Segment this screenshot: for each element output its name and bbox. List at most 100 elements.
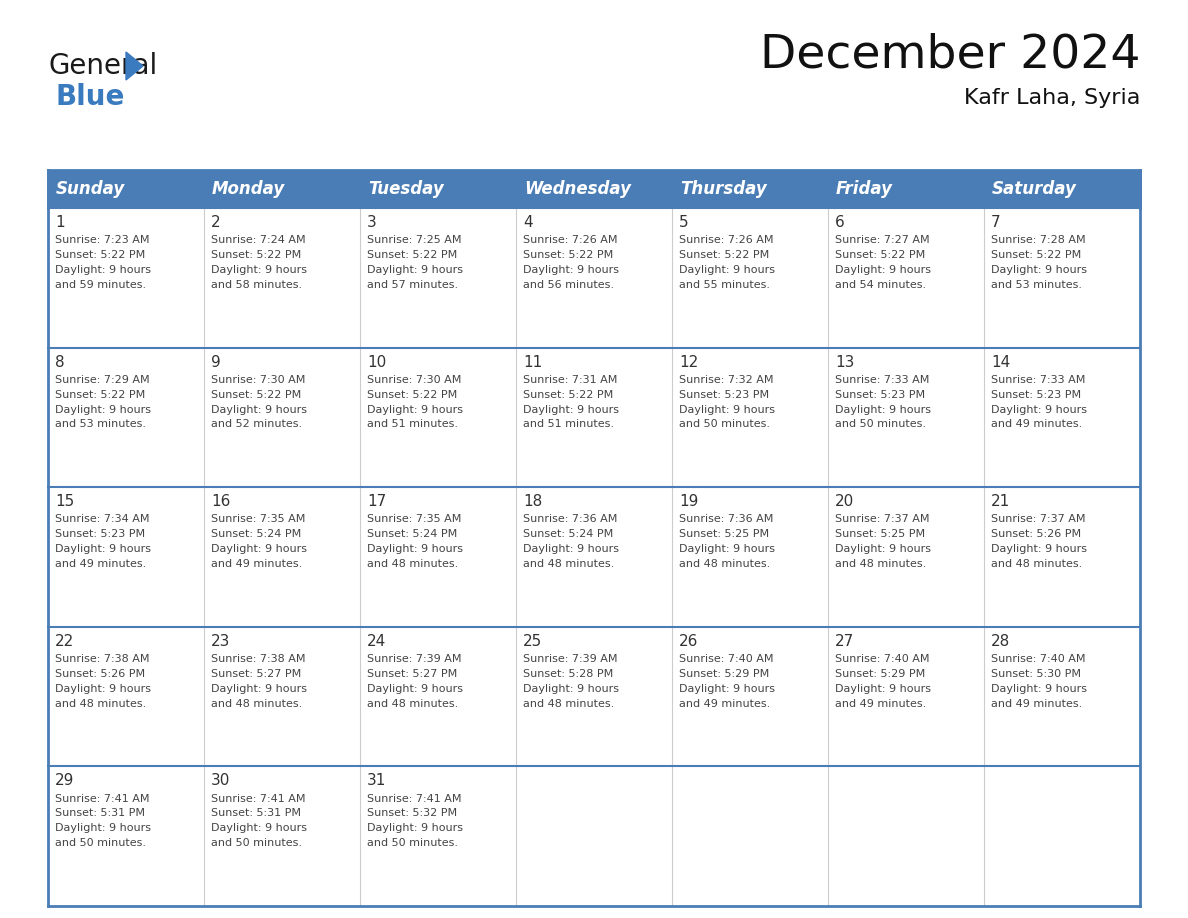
Text: Sunrise: 7:41 AM: Sunrise: 7:41 AM <box>55 794 150 803</box>
Text: Daylight: 9 hours: Daylight: 9 hours <box>211 684 307 694</box>
Text: and 58 minutes.: and 58 minutes. <box>211 280 302 290</box>
Text: Daylight: 9 hours: Daylight: 9 hours <box>680 405 775 415</box>
Text: and 49 minutes.: and 49 minutes. <box>991 420 1082 430</box>
Text: 5: 5 <box>680 215 689 230</box>
Text: Daylight: 9 hours: Daylight: 9 hours <box>55 544 151 554</box>
Text: Sunrise: 7:40 AM: Sunrise: 7:40 AM <box>680 654 773 664</box>
Text: Daylight: 9 hours: Daylight: 9 hours <box>55 823 151 834</box>
Text: 8: 8 <box>55 354 64 370</box>
Text: Sunset: 5:22 PM: Sunset: 5:22 PM <box>55 390 145 399</box>
Text: Sunset: 5:23 PM: Sunset: 5:23 PM <box>991 390 1081 399</box>
Text: Daylight: 9 hours: Daylight: 9 hours <box>680 544 775 554</box>
Text: 29: 29 <box>55 773 75 789</box>
Text: 17: 17 <box>367 494 386 509</box>
Text: Sunrise: 7:29 AM: Sunrise: 7:29 AM <box>55 375 150 385</box>
Text: Daylight: 9 hours: Daylight: 9 hours <box>835 684 931 694</box>
Text: 20: 20 <box>835 494 854 509</box>
Text: Daylight: 9 hours: Daylight: 9 hours <box>991 544 1087 554</box>
Text: Sunrise: 7:34 AM: Sunrise: 7:34 AM <box>55 514 150 524</box>
Text: and 51 minutes.: and 51 minutes. <box>367 420 459 430</box>
Text: and 53 minutes.: and 53 minutes. <box>991 280 1082 290</box>
Text: Saturday: Saturday <box>992 180 1076 198</box>
Text: Daylight: 9 hours: Daylight: 9 hours <box>991 405 1087 415</box>
Text: Sunset: 5:22 PM: Sunset: 5:22 PM <box>680 250 770 260</box>
Text: and 48 minutes.: and 48 minutes. <box>835 559 927 569</box>
Text: Sunset: 5:32 PM: Sunset: 5:32 PM <box>367 809 457 819</box>
Text: Daylight: 9 hours: Daylight: 9 hours <box>367 823 463 834</box>
Text: 1: 1 <box>55 215 64 230</box>
Text: and 48 minutes.: and 48 minutes. <box>55 699 146 709</box>
Text: Tuesday: Tuesday <box>368 180 444 198</box>
Text: Sunset: 5:27 PM: Sunset: 5:27 PM <box>367 669 457 679</box>
Text: Monday: Monday <box>211 180 285 198</box>
Text: Daylight: 9 hours: Daylight: 9 hours <box>523 684 619 694</box>
Text: 25: 25 <box>523 633 542 649</box>
Polygon shape <box>126 52 143 80</box>
Text: 12: 12 <box>680 354 699 370</box>
Text: and 50 minutes.: and 50 minutes. <box>55 838 146 848</box>
Text: 7: 7 <box>991 215 1000 230</box>
Text: Sunrise: 7:24 AM: Sunrise: 7:24 AM <box>211 235 305 245</box>
Text: Sunset: 5:23 PM: Sunset: 5:23 PM <box>835 390 925 399</box>
Text: and 49 minutes.: and 49 minutes. <box>835 699 927 709</box>
Text: Daylight: 9 hours: Daylight: 9 hours <box>835 405 931 415</box>
Text: Sunset: 5:31 PM: Sunset: 5:31 PM <box>55 809 145 819</box>
Text: Sunset: 5:22 PM: Sunset: 5:22 PM <box>835 250 925 260</box>
Text: 16: 16 <box>211 494 230 509</box>
Text: and 49 minutes.: and 49 minutes. <box>211 559 302 569</box>
Text: and 53 minutes.: and 53 minutes. <box>55 420 146 430</box>
Text: Sunday: Sunday <box>56 180 125 198</box>
Text: Sunrise: 7:27 AM: Sunrise: 7:27 AM <box>835 235 930 245</box>
Text: Daylight: 9 hours: Daylight: 9 hours <box>367 265 463 275</box>
Bar <box>48 170 204 208</box>
Text: 18: 18 <box>523 494 542 509</box>
Text: 27: 27 <box>835 633 854 649</box>
Text: Sunrise: 7:41 AM: Sunrise: 7:41 AM <box>367 794 461 803</box>
Text: Sunset: 5:23 PM: Sunset: 5:23 PM <box>680 390 769 399</box>
Text: 31: 31 <box>367 773 386 789</box>
Text: Sunrise: 7:36 AM: Sunrise: 7:36 AM <box>523 514 618 524</box>
Text: and 48 minutes.: and 48 minutes. <box>211 699 302 709</box>
Text: Sunrise: 7:39 AM: Sunrise: 7:39 AM <box>523 654 618 664</box>
Text: Thursday: Thursday <box>680 180 766 198</box>
Text: and 52 minutes.: and 52 minutes. <box>211 420 302 430</box>
Bar <box>984 170 1140 208</box>
Text: Sunset: 5:22 PM: Sunset: 5:22 PM <box>523 250 613 260</box>
Text: Sunset: 5:29 PM: Sunset: 5:29 PM <box>680 669 770 679</box>
Bar <box>204 170 360 208</box>
Text: and 50 minutes.: and 50 minutes. <box>835 420 925 430</box>
Text: Sunset: 5:26 PM: Sunset: 5:26 PM <box>55 669 145 679</box>
Text: and 48 minutes.: and 48 minutes. <box>367 559 459 569</box>
Text: Sunset: 5:22 PM: Sunset: 5:22 PM <box>367 250 457 260</box>
Text: 2: 2 <box>211 215 221 230</box>
Text: 19: 19 <box>680 494 699 509</box>
Text: Daylight: 9 hours: Daylight: 9 hours <box>523 544 619 554</box>
Text: Sunset: 5:22 PM: Sunset: 5:22 PM <box>367 390 457 399</box>
Text: Sunrise: 7:36 AM: Sunrise: 7:36 AM <box>680 514 773 524</box>
Text: Sunrise: 7:31 AM: Sunrise: 7:31 AM <box>523 375 618 385</box>
Text: Sunrise: 7:38 AM: Sunrise: 7:38 AM <box>55 654 150 664</box>
Text: Sunrise: 7:23 AM: Sunrise: 7:23 AM <box>55 235 150 245</box>
Text: and 49 minutes.: and 49 minutes. <box>680 699 770 709</box>
Text: Daylight: 9 hours: Daylight: 9 hours <box>211 823 307 834</box>
Text: and 50 minutes.: and 50 minutes. <box>680 420 770 430</box>
Text: Daylight: 9 hours: Daylight: 9 hours <box>835 265 931 275</box>
Text: and 56 minutes.: and 56 minutes. <box>523 280 614 290</box>
Text: Daylight: 9 hours: Daylight: 9 hours <box>523 265 619 275</box>
Text: Sunset: 5:22 PM: Sunset: 5:22 PM <box>55 250 145 260</box>
Text: Kafr Laha, Syria: Kafr Laha, Syria <box>963 88 1140 108</box>
Text: 9: 9 <box>211 354 221 370</box>
Text: 26: 26 <box>680 633 699 649</box>
Text: Sunset: 5:27 PM: Sunset: 5:27 PM <box>211 669 302 679</box>
Text: Daylight: 9 hours: Daylight: 9 hours <box>835 544 931 554</box>
Text: Sunset: 5:22 PM: Sunset: 5:22 PM <box>991 250 1081 260</box>
Text: and 49 minutes.: and 49 minutes. <box>55 559 146 569</box>
Text: 23: 23 <box>211 633 230 649</box>
Text: Daylight: 9 hours: Daylight: 9 hours <box>523 405 619 415</box>
Text: Sunset: 5:24 PM: Sunset: 5:24 PM <box>211 530 302 539</box>
Text: and 50 minutes.: and 50 minutes. <box>367 838 459 848</box>
Text: Sunrise: 7:28 AM: Sunrise: 7:28 AM <box>991 235 1086 245</box>
Text: 14: 14 <box>991 354 1010 370</box>
Text: Sunset: 5:30 PM: Sunset: 5:30 PM <box>991 669 1081 679</box>
Text: Sunrise: 7:33 AM: Sunrise: 7:33 AM <box>991 375 1086 385</box>
